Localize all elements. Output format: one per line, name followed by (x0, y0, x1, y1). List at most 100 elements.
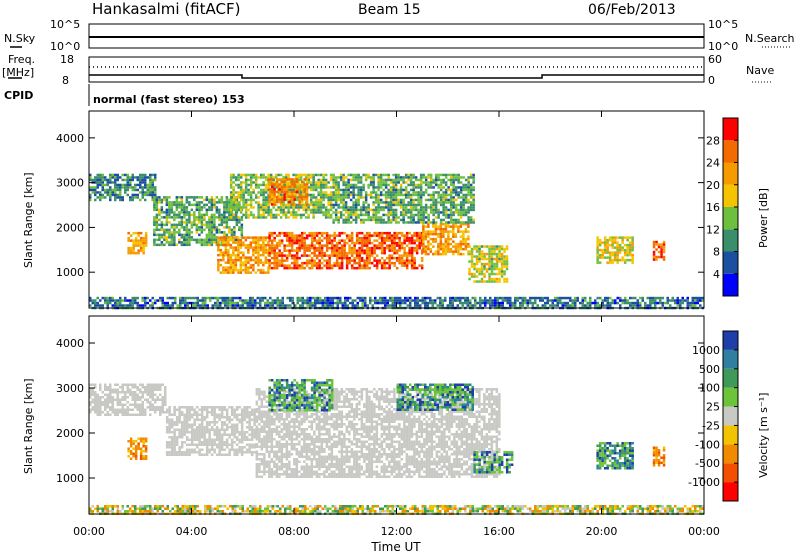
power-cell (295, 178, 299, 181)
power-cell (165, 218, 169, 222)
power-cell (503, 255, 506, 258)
power-cell (238, 201, 241, 204)
power-cell (626, 301, 629, 305)
power-cell (449, 176, 453, 179)
power-cell (185, 236, 189, 239)
power-cell (188, 218, 191, 222)
power-cell (151, 191, 154, 194)
power-cell (384, 198, 388, 202)
power-cell (405, 261, 409, 265)
power-cell (218, 231, 221, 234)
power-cell (390, 234, 394, 237)
power-cell (305, 236, 309, 240)
velocity-cell (111, 411, 114, 414)
power-cell (144, 198, 147, 202)
power-cell (175, 208, 179, 212)
power-cell (224, 271, 228, 274)
power-cell (268, 180, 271, 184)
power-cell (373, 239, 376, 242)
power-cell (397, 178, 400, 182)
power-cell (373, 256, 376, 260)
velocity-cell (111, 391, 114, 394)
power-cell (358, 261, 361, 265)
power-cell (655, 240, 658, 244)
power-cell (127, 249, 130, 252)
power-cell (353, 246, 356, 250)
power-cell (312, 216, 315, 219)
power-cell (251, 304, 254, 307)
power-cell (437, 193, 440, 197)
power-cell (208, 238, 211, 242)
power-cell (395, 249, 399, 252)
power-cell (379, 198, 383, 202)
power-cell (628, 248, 632, 252)
power-cell (419, 201, 423, 204)
power-cell (305, 183, 309, 186)
power-cell (227, 243, 230, 247)
power-cell (234, 301, 237, 305)
power-cell (475, 257, 479, 261)
power-cell (429, 247, 433, 251)
power-cell (235, 206, 239, 209)
velocity-cell (165, 408, 169, 411)
power-cell (129, 299, 132, 302)
power-cell (411, 299, 414, 302)
power-cell (405, 236, 409, 240)
power-cell (223, 203, 226, 207)
power-cell (324, 196, 328, 199)
power-cell (280, 256, 284, 260)
power-cell (234, 191, 238, 194)
power-cell (242, 243, 245, 247)
power-cell (160, 223, 164, 227)
power-cell (368, 236, 371, 240)
power-cell (96, 196, 99, 199)
power-cell (476, 301, 479, 305)
power-cell (294, 193, 298, 197)
power-cell (329, 191, 333, 194)
power-cell (224, 253, 228, 257)
power-cell (389, 213, 393, 217)
power-cell (347, 221, 350, 224)
power-cell (449, 198, 453, 202)
power-cell (464, 301, 467, 305)
power-cell (317, 193, 320, 197)
power-cell (234, 183, 238, 187)
power-cell (332, 218, 335, 222)
power-cell (474, 301, 477, 305)
power-cell (414, 296, 417, 300)
power-cell (238, 228, 241, 232)
power-cell (347, 208, 350, 212)
power-cell (452, 222, 455, 226)
power-cell (618, 236, 622, 239)
power-cell (394, 301, 397, 305)
power-cell (127, 239, 130, 242)
power-cell (333, 261, 336, 265)
power-cell (264, 208, 268, 212)
power-cell (269, 176, 273, 179)
power-cell (659, 301, 662, 305)
power-cell (358, 259, 361, 262)
power-cell (99, 183, 102, 187)
power-cell (285, 239, 289, 242)
power-cell (229, 196, 233, 199)
power-cell (362, 196, 365, 199)
power-cell (335, 256, 339, 260)
power-cell (660, 250, 663, 254)
power-cell (155, 243, 159, 247)
power-cell (432, 237, 435, 241)
power-cell (215, 208, 219, 212)
power-cell (584, 299, 587, 302)
power-cell (312, 201, 315, 204)
power-cell (623, 253, 627, 257)
power-cell (424, 232, 428, 236)
velocity-cell (106, 396, 109, 399)
power-cell (317, 203, 320, 207)
power-cell (334, 198, 338, 202)
velocity-cell (149, 401, 152, 404)
power-cell (444, 245, 448, 248)
power-cell (124, 183, 127, 187)
power-cell (215, 196, 219, 199)
power-cell (340, 259, 344, 262)
power-cell (354, 213, 358, 217)
power-cell (225, 233, 229, 237)
